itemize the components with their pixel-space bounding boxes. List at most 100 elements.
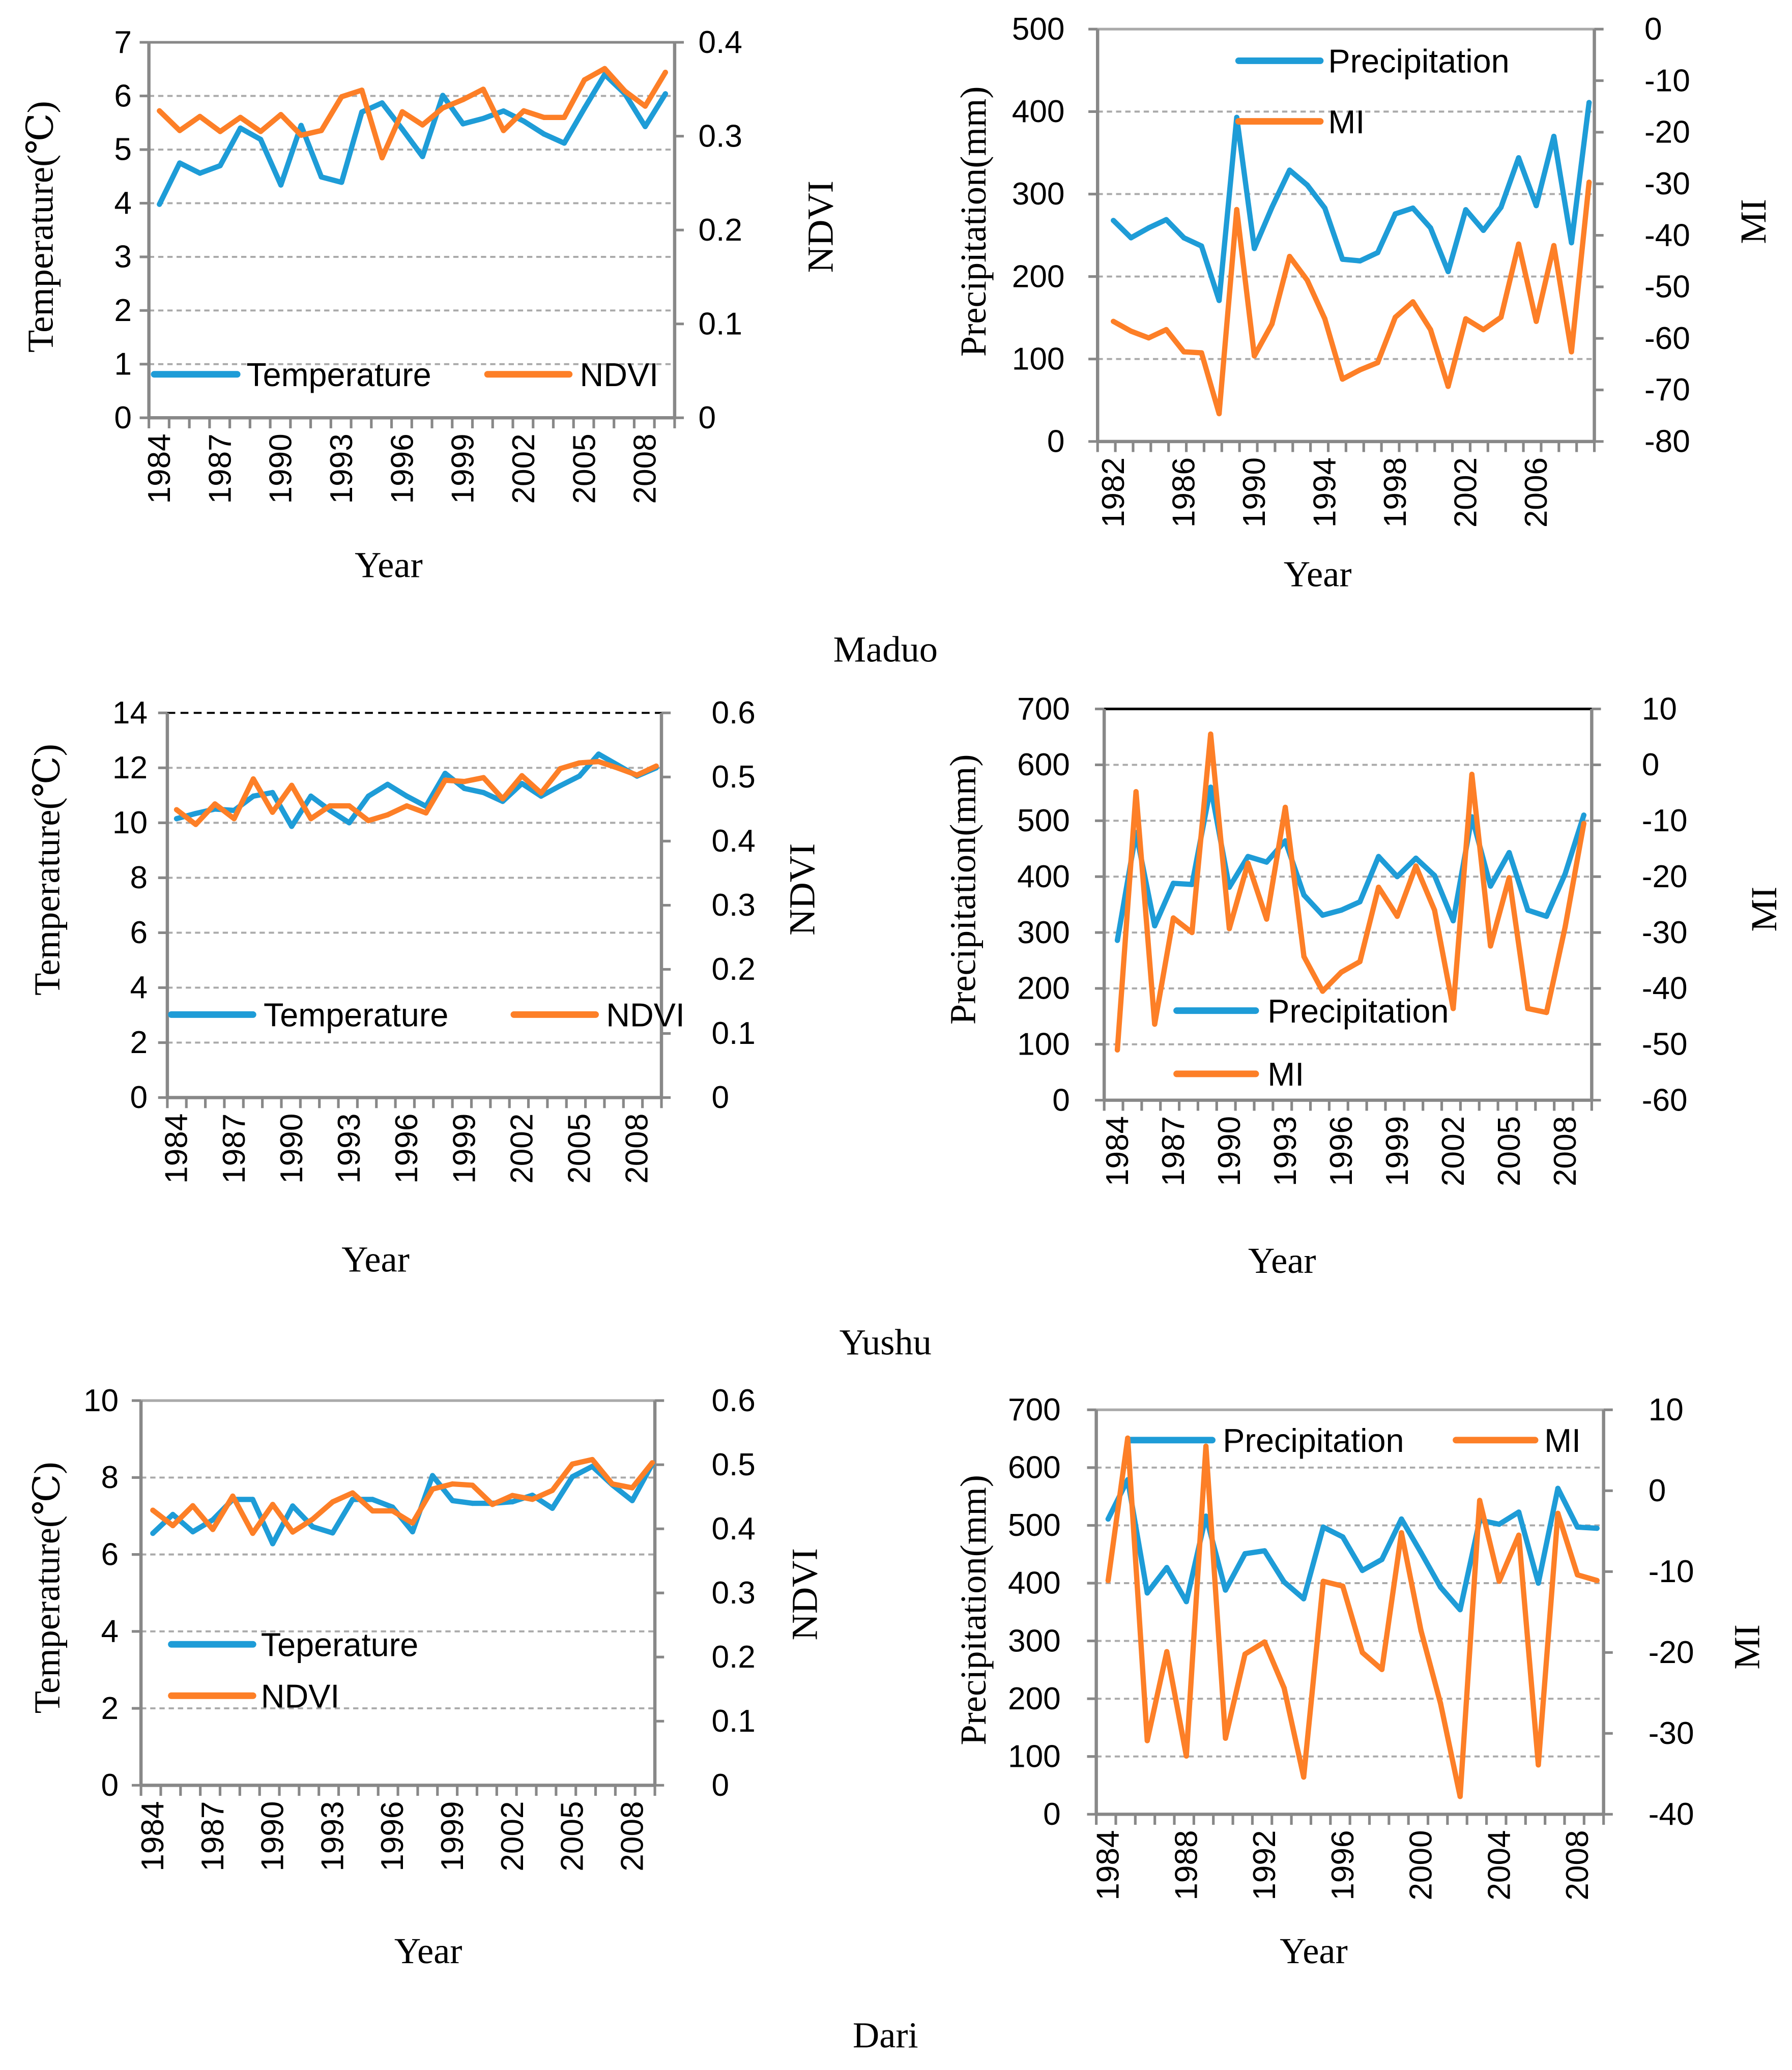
x-tick-label: 2005 [567, 433, 602, 504]
data-point-precipitation-1984 [1114, 938, 1120, 943]
data-point-ndvi-2004 [550, 1488, 555, 1493]
data-point-ndvi-1998 [429, 1486, 436, 1492]
data-point-precipitation-1997 [1357, 899, 1363, 905]
data-point-precipitation-1998 [1379, 1557, 1385, 1562]
y-left-tick-label: 0 [101, 1768, 119, 1803]
data-point-mi-2009 [1594, 1578, 1600, 1583]
data-point-ndvi-1987 [210, 1527, 216, 1532]
data-point-temperature-1998 [440, 93, 446, 98]
data-point-mi-1988 [1183, 1753, 1189, 1759]
data-point-mi-2003 [1469, 771, 1475, 777]
data-point-temperature-1989 [258, 136, 264, 142]
series-line-ndvi [150, 1456, 655, 1536]
data-point-precipitation-1992 [1262, 1548, 1267, 1554]
x-tick-label: 2008 [1548, 1116, 1583, 1186]
data-point-mi-2000 [1428, 327, 1433, 333]
data-point-ndvi-1998 [442, 777, 448, 783]
x-tick-label: 1990 [255, 1801, 291, 1871]
data-point-precipitation-2000 [1428, 225, 1433, 231]
y-left-tick-label: 0 [1043, 1797, 1061, 1832]
data-point-teperature-2008 [629, 1498, 635, 1503]
data-point-ndvi-2002 [519, 773, 525, 779]
y-left-tick-label: 6 [101, 1537, 119, 1572]
data-point-temperature-2008 [642, 124, 648, 129]
data-point-precipitation-2006 [1534, 203, 1539, 209]
data-point-temperature-2000 [480, 115, 486, 122]
data-point-precipitation-2001 [1432, 872, 1437, 879]
data-point-teperature-2000 [470, 1500, 475, 1506]
data-point-mi-2006 [1525, 1006, 1530, 1011]
y-left-tick-label: 8 [101, 1460, 119, 1495]
data-point-precipitation-1997 [1360, 1567, 1365, 1573]
data-point-mi-2009 [1586, 180, 1592, 185]
y-left-tick-label: 400 [1017, 859, 1070, 894]
y-right-tick-label: 0.6 [711, 1383, 755, 1418]
data-point-precipitation-1986 [1144, 1590, 1150, 1596]
legend-label: NDVI [261, 1678, 340, 1715]
data-point-mi-1986 [1181, 349, 1187, 355]
data-point-ndvi-1986 [212, 801, 218, 807]
y-right-tick-label: 0.1 [711, 1016, 755, 1051]
data-point-precipitation-1991 [1245, 854, 1251, 859]
y-left-tick-label: 100 [1008, 1739, 1061, 1774]
data-point-ndvi-1996 [399, 109, 405, 114]
y-right-tick-label: -20 [1642, 859, 1688, 894]
series-line-ndvi [174, 759, 659, 827]
data-point-teperature-2002 [509, 1499, 515, 1505]
data-point-ndvi-2003 [538, 790, 544, 796]
data-point-precipitation-2009 [1586, 100, 1592, 105]
data-point-mi-2004 [1496, 1579, 1502, 1584]
y-left-tick-label: 2 [130, 1025, 148, 1060]
data-point-precipitation-1985 [1163, 217, 1169, 222]
data-point-ndvi-2005 [576, 760, 583, 766]
y-right-tick-label: -50 [1644, 270, 1690, 305]
data-point-mi-1995 [1340, 376, 1345, 382]
data-point-temperature-1999 [461, 785, 467, 792]
y-left-tick-label: 7 [114, 25, 132, 60]
data-point-mi-2005 [1516, 241, 1521, 247]
data-point-precipitation-2002 [1457, 1607, 1463, 1613]
y-left-tick-label: 100 [1017, 1027, 1070, 1062]
data-point-ndvi-2006 [589, 1456, 595, 1463]
y-right-tick-label: 0.4 [711, 1511, 755, 1547]
y-left-tick-label: 10 [112, 805, 148, 840]
data-point-ndvi-1995 [370, 1508, 375, 1514]
legend-label: Teperature [261, 1626, 418, 1664]
data-point-temperature-1992 [319, 174, 324, 180]
y-right-tick-label: 0 [1642, 747, 1660, 782]
legend-label: Temperature [246, 356, 431, 393]
legend-label: Precipitation [1328, 43, 1509, 80]
data-point-ndvi-2002 [521, 108, 527, 114]
data-point-ndvi-1985 [177, 128, 183, 133]
data-point-precipitation-2007 [1555, 1485, 1561, 1491]
caption-yushu: Yushu [840, 1322, 932, 1363]
data-point-mi-1997 [1357, 959, 1363, 965]
y-left-tick-label: 700 [1008, 1392, 1061, 1427]
data-point-precipitation-1987 [1170, 881, 1176, 886]
y-right-tick-label: 0 [711, 1080, 729, 1115]
data-point-temperature-1995 [379, 100, 385, 106]
data-point-ndvi-1997 [410, 1520, 415, 1526]
data-point-mi-2007 [1544, 1010, 1549, 1015]
data-point-mi-2002 [1463, 316, 1468, 322]
data-point-temperature-1999 [460, 121, 466, 127]
x-tick-label: 1994 [1308, 457, 1343, 528]
y-left-tick-label: 100 [1012, 341, 1065, 376]
data-point-teperature-1993 [330, 1530, 335, 1536]
y-left-tick-label: 8 [130, 860, 148, 895]
legend-label: MI [1267, 1056, 1304, 1093]
y-left-tick-label: 500 [1017, 803, 1070, 838]
data-point-ndvi-1988 [250, 776, 256, 782]
legend-label: MI [1544, 1422, 1581, 1459]
data-point-ndvi-1995 [385, 812, 390, 818]
data-point-mi-2001 [1438, 1701, 1443, 1706]
x-tick-label: 1996 [1324, 1116, 1359, 1186]
x-tick-label: 1996 [375, 1801, 410, 1871]
y-right-axis-title: NDVI [800, 181, 841, 273]
y-right-tick-label: 0.4 [699, 25, 742, 60]
y-right-tick-label: 0 [1649, 1473, 1666, 1508]
legend-label: Temperature [264, 997, 448, 1034]
data-point-mi-2007 [1551, 243, 1557, 248]
y-right-tick-label: -10 [1644, 63, 1690, 98]
x-tick-label: 2002 [495, 1801, 530, 1871]
